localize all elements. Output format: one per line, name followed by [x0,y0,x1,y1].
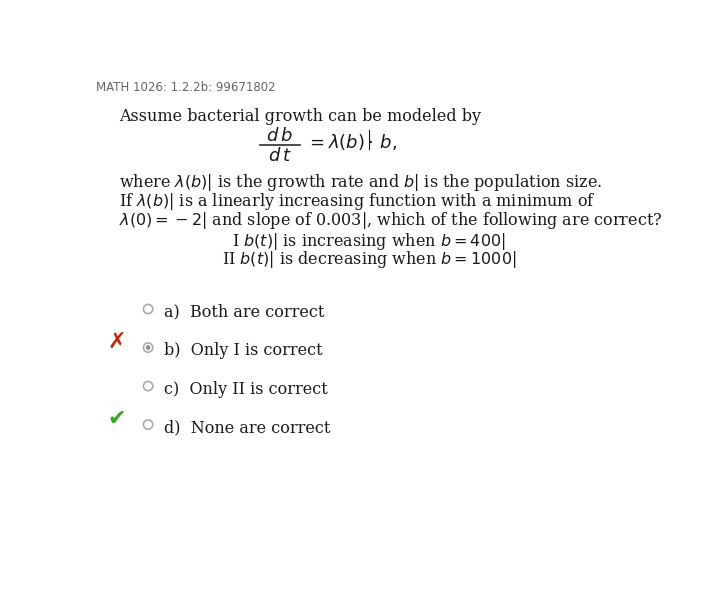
Text: d)  None are correct: d) None are correct [163,419,330,436]
Text: $\mathit{d}\,\mathit{b}$: $\mathit{d}\,\mathit{b}$ [266,128,293,146]
Text: I $b(t)$| is increasing when $b = 400$|: I $b(t)$| is increasing when $b = 400$| [232,231,506,252]
Text: c)  Only II is correct: c) Only II is correct [163,380,328,398]
Text: $= \lambda(b) \cdot \, b,$: $= \lambda(b) \cdot \, b,$ [306,132,397,152]
Text: II $b(t)$| is decreasing when $b = 1000$|: II $b(t)$| is decreasing when $b = 1000$… [222,249,516,270]
Text: $\lambda(0) = -2$| and slope of 0.003|, which of the following are correct?: $\lambda(0) = -2$| and slope of 0.003|, … [120,210,663,231]
Text: b)  Only I is correct: b) Only I is correct [163,342,323,359]
Text: a)  Both are correct: a) Both are correct [163,304,324,320]
Text: where $\lambda(b)$| is the growth rate and $b$| is the population size.: where $\lambda(b)$| is the growth rate a… [120,172,603,193]
Text: If $\lambda(b)$| is a linearly increasing function with a minimum of: If $\lambda(b)$| is a linearly increasin… [120,191,596,212]
Text: $\mathit{d}\,\mathit{t}$: $\mathit{d}\,\mathit{t}$ [268,147,292,165]
Text: Assume bacterial growth can be modeled by: Assume bacterial growth can be modeled b… [120,108,482,125]
Circle shape [146,346,150,349]
Text: ✔: ✔ [108,409,127,429]
Text: MATH 1026: 1.2.2b: 99671802: MATH 1026: 1.2.2b: 99671802 [96,81,276,94]
Text: ✗: ✗ [108,332,127,352]
